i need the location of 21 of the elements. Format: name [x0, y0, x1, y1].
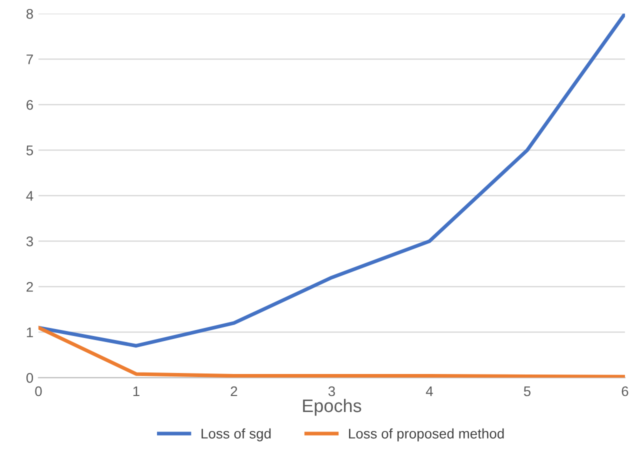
- x-tick-label: 4: [426, 386, 433, 396]
- x-tick-label: 0: [35, 386, 42, 396]
- y-tick-label: 0: [26, 372, 34, 383]
- y-tick-label: 8: [26, 8, 33, 19]
- y-tick-label: 6: [26, 100, 33, 110]
- x-tick-label: 1: [133, 386, 140, 396]
- legend-label: Loss of sgd: [202, 428, 271, 442]
- y-tick-label: 7: [26, 54, 33, 64]
- y-tick-label: 1: [26, 328, 33, 338]
- x-tick-label: 6: [622, 386, 628, 396]
- line-series: [38, 14, 625, 348]
- x-tick-label: 2: [230, 386, 238, 396]
- x-axis-title: Epochs: [303, 398, 362, 416]
- y-tick-label: 4: [26, 191, 34, 201]
- x-tick-label: 5: [524, 386, 531, 396]
- y-tick-label: 2: [26, 282, 33, 292]
- line-series: [38, 326, 625, 378]
- legend-label: Loss of proposed method: [349, 428, 504, 442]
- x-tick-label: 3: [328, 386, 335, 396]
- y-tick-label: 3: [26, 236, 33, 246]
- y-tick-label: 5: [26, 146, 34, 156]
